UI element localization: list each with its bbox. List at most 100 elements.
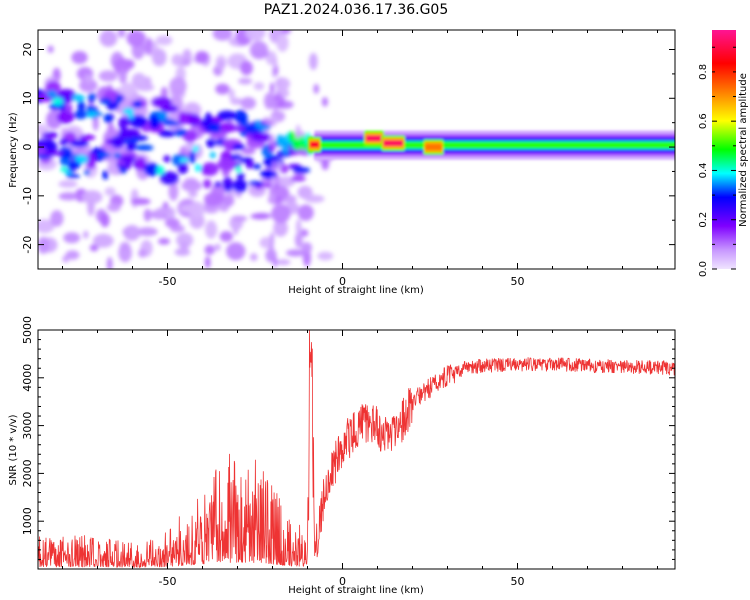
- spectrogram-blob: [293, 166, 311, 174]
- spectrogram-blob: [78, 134, 96, 141]
- spectrogram-blob: [118, 69, 128, 84]
- spectrogram-blob: [251, 132, 271, 143]
- spectrogram-blob: [245, 159, 254, 169]
- spectrogram-blob: [113, 57, 131, 75]
- spectrogram-blob: [177, 111, 188, 125]
- spectrogram-blob: [117, 30, 126, 38]
- spectrogram-blob: [189, 151, 196, 164]
- spectrogram-blob: [204, 244, 215, 255]
- spectrogram-blob: [230, 154, 242, 160]
- spectrogram-blob: [87, 92, 97, 101]
- figure-title: PAZ1.2024.036.17.36.G05: [264, 2, 449, 18]
- spectrogram-blob: [160, 104, 179, 113]
- spectrogram-blob: [157, 111, 168, 121]
- spectrogram-blob: [143, 208, 152, 222]
- spectrogram-blob: [143, 162, 160, 177]
- spectrogram-blob: [240, 96, 256, 110]
- spectrogram-blob: [245, 30, 266, 42]
- spectrogram-blob: [205, 220, 218, 239]
- spectrogram-blob: [79, 78, 98, 93]
- spectrogram-blob: [156, 207, 172, 215]
- spectrogram-x-label: Height of straight line (km): [288, 285, 424, 296]
- spectrogram-blob: [63, 232, 81, 244]
- spectrogram-peak: [309, 141, 320, 148]
- spectrogram-blob: [52, 97, 64, 106]
- snr-series-line: [38, 330, 675, 568]
- spectrogram-blob: [99, 97, 112, 105]
- spectrogram-band-layer: [314, 142, 675, 148]
- spectrogram-blob: [179, 157, 189, 163]
- spectrogram-blob: [106, 256, 113, 269]
- spectrogram-blob: [297, 204, 314, 221]
- spectrogram-blob: [285, 249, 306, 257]
- spectrogram-blob: [188, 190, 198, 198]
- spectrogram-blob: [241, 147, 256, 155]
- colorbar: 0.0 0.2 0.4 0.6 0.8 Normalized spectral ampl…: [698, 30, 749, 277]
- spectrogram-blob: [295, 218, 302, 236]
- spectrogram-blob: [111, 135, 125, 149]
- spectrogram-blob: [134, 144, 154, 152]
- spectrogram-blob: [50, 210, 64, 227]
- spectrogram-panel: -50 0 50 20 10 0 -10 -20 Height of straight li…: [8, 29, 676, 296]
- x-tick-label: 50: [511, 575, 525, 588]
- spectrogram-blob: [214, 181, 222, 188]
- spectrogram-blob: [136, 227, 158, 237]
- spectrogram-blob: [56, 110, 75, 124]
- spectrogram-blob: [274, 77, 291, 91]
- spectrogram-blob: [272, 114, 277, 127]
- colorbar-gradient: [712, 30, 736, 269]
- y-tick-label: 10: [21, 91, 34, 105]
- spectrogram-blob: [163, 155, 171, 163]
- spectrogram-blob: [69, 139, 89, 148]
- spectrogram-blob: [216, 59, 225, 71]
- spectrogram-blob: [174, 128, 187, 137]
- spectrogram-blob: [271, 203, 291, 224]
- spectrogram-blob: [83, 169, 91, 176]
- spectrogram-blob: [194, 50, 209, 64]
- spectrogram-frame: [37, 29, 676, 270]
- spectrogram-peak: [365, 135, 383, 142]
- y-tick-label: 20: [21, 43, 34, 57]
- spectrogram-blob: [276, 33, 289, 52]
- spectrogram-blob: [215, 83, 230, 95]
- spectrogram-blob: [38, 124, 49, 135]
- spectrogram-blob: [268, 192, 276, 205]
- spectrogram-blob: [209, 151, 216, 159]
- spectrogram-blob: [301, 242, 313, 254]
- spectrogram-blob: [149, 114, 160, 129]
- colorbar-ticks: 0.0 0.2 0.4 0.6 0.8: [698, 46, 736, 277]
- colorbar-tick-label: 0.8: [698, 64, 709, 80]
- spectrogram-y-label: Frequency (Hz): [8, 112, 19, 188]
- spectrogram-blob: [42, 131, 59, 139]
- spectrogram-blob: [249, 40, 269, 60]
- spectrogram-blob: [188, 113, 201, 127]
- spectrogram-blob: [92, 233, 114, 248]
- spectrogram-blob: [73, 110, 88, 120]
- spectrogram-blob: [271, 176, 276, 189]
- spectrogram-blob: [228, 88, 235, 100]
- spectrogram-blob: [46, 90, 57, 98]
- spectrogram-blob: [126, 30, 146, 47]
- spectrogram-blob: [82, 230, 89, 239]
- spectrogram-blob: [204, 112, 213, 127]
- spectrogram-blob: [253, 82, 265, 91]
- spectrogram-blob: [142, 43, 151, 52]
- spectrogram-blob: [45, 80, 61, 94]
- spectrogram-blob: [66, 174, 81, 179]
- spectrogram-blob: [120, 82, 136, 98]
- x-tick-label: 0: [339, 275, 346, 288]
- spectrogram-blob: [248, 181, 264, 187]
- spectrogram-blob: [179, 204, 197, 213]
- spectrogram-blob: [122, 107, 134, 115]
- x-tick-label: 0: [339, 575, 346, 588]
- spectrogram-blob: [65, 169, 72, 176]
- spectrogram-blob: [304, 194, 325, 203]
- spectrogram-blob: [208, 122, 223, 134]
- spectrogram-blob: [102, 169, 109, 180]
- spectrogram-blob: [203, 192, 224, 207]
- spectrogram-blob: [277, 92, 282, 105]
- spectrogram-blob: [88, 152, 96, 166]
- spectrogram-blob: [81, 190, 103, 204]
- spectrogram-blob: [249, 253, 258, 261]
- y-tick-label: 3000: [21, 412, 34, 440]
